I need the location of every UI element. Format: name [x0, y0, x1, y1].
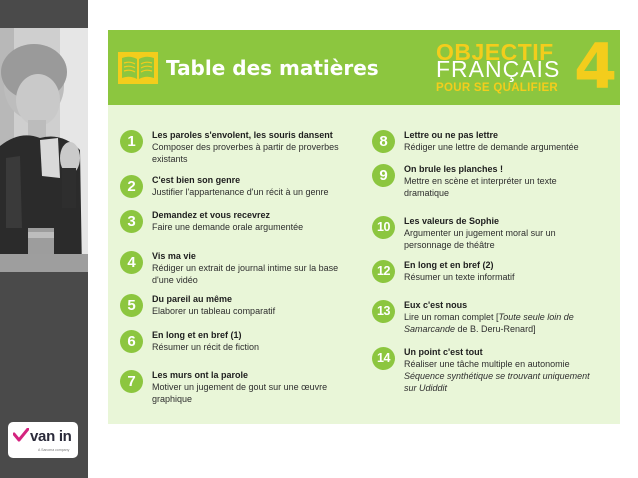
- checkmark-icon: [13, 428, 29, 442]
- entry-description: Lire un roman complet [Toute seule loin …: [404, 311, 604, 335]
- toc-panel: Table des matières OBJECTIF FRANÇAIS POU…: [108, 30, 620, 424]
- entry-description: Résumer un texte informatif: [404, 272, 515, 282]
- entry-number: 12: [372, 260, 395, 283]
- entry-description: Rédiger une lettre de demande argumentée: [404, 142, 579, 152]
- brand-number: 4: [574, 30, 618, 103]
- entry-title: C'est bien son genre: [152, 175, 241, 185]
- entry-description: Mettre en scène et interpréter un texte …: [404, 176, 557, 198]
- brand-line-1: OBJECTIF: [436, 39, 554, 65]
- entry-number: 4: [120, 251, 143, 274]
- entry-description-start: Lire un roman complet [: [404, 312, 499, 322]
- entry-description: Réaliser une tâche multiple en autonomie: [404, 359, 570, 369]
- page-title: Table des matières: [166, 56, 379, 80]
- entry-title: Du pareil au même: [152, 294, 233, 304]
- brand-line-2: FRANÇAIS: [436, 56, 561, 82]
- entry-title: En long et en bref (2): [404, 260, 494, 270]
- brand-line-3: POUR SE QUALIFIER: [436, 82, 559, 94]
- entry-number: 1: [120, 130, 143, 153]
- entry-number: 2: [120, 175, 143, 198]
- sidebar: van in A Sanoma company: [0, 0, 88, 478]
- entry-description: Rédiger un extrait de journal intime sur…: [152, 263, 339, 285]
- toc-header: Table des matières OBJECTIF FRANÇAIS POU…: [108, 30, 620, 105]
- entry-title: Eux c'est nous: [404, 300, 468, 310]
- entry-title: Les valeurs de Sophie: [404, 216, 500, 226]
- entry-description: Motiver un jugement de gout sur une œuvr…: [152, 382, 328, 404]
- entry-number: 14: [372, 347, 395, 370]
- entry-number: 3: [120, 210, 143, 233]
- entry-title: Vis ma vie: [152, 251, 196, 261]
- entry-title: Un point c'est tout: [404, 347, 483, 357]
- entry-number: 7: [120, 370, 143, 393]
- entry-note: Séquence synthétique se trouvant uniquem…: [404, 371, 590, 393]
- van-in-logo: van in A Sanoma company: [8, 422, 78, 458]
- student-photo: [0, 28, 88, 272]
- entry-description: Elaborer un tableau comparatif: [152, 306, 276, 316]
- entry-title: En long et en bref (1): [152, 330, 242, 340]
- entry-description: Argumenter un jugement moral sur un pers…: [404, 228, 556, 250]
- entry-title: Demandez et vous recevrez: [152, 210, 271, 220]
- open-book-icon: [118, 52, 158, 84]
- entry-number: 5: [120, 294, 143, 317]
- logo-tagline: A Sanoma company: [38, 448, 70, 452]
- entry-number: 10: [372, 216, 395, 239]
- entry-title: Les paroles s'envolent, les souris danse…: [152, 130, 333, 140]
- entry-number: 6: [120, 330, 143, 353]
- entry-description: Faire une demande orale argumentée: [152, 222, 304, 232]
- entry-number: 8: [372, 130, 395, 153]
- objectif-francais-brand: OBJECTIF FRANÇAIS POUR SE QUALIFIER 4: [436, 36, 617, 100]
- entry-number: 13: [372, 300, 395, 323]
- entry-description: Composer des proverbes à partir de prove…: [152, 142, 339, 164]
- entry-title: Lettre ou ne pas lettre: [404, 130, 499, 140]
- book-title: Toute seule loin de Samarcande: [404, 312, 574, 334]
- logo-text: van in: [30, 428, 72, 445]
- entry-title: On brule les planches !: [404, 164, 504, 174]
- entry-title: Les murs ont la parole: [152, 370, 249, 380]
- entry-description: Justifier l'appartenance d'un récit à un…: [152, 187, 329, 197]
- entry-description-end: de B. Deru-Renard]: [455, 324, 536, 334]
- entry-number: 9: [372, 164, 395, 187]
- entry-description: Résumer un récit de fiction: [152, 342, 260, 352]
